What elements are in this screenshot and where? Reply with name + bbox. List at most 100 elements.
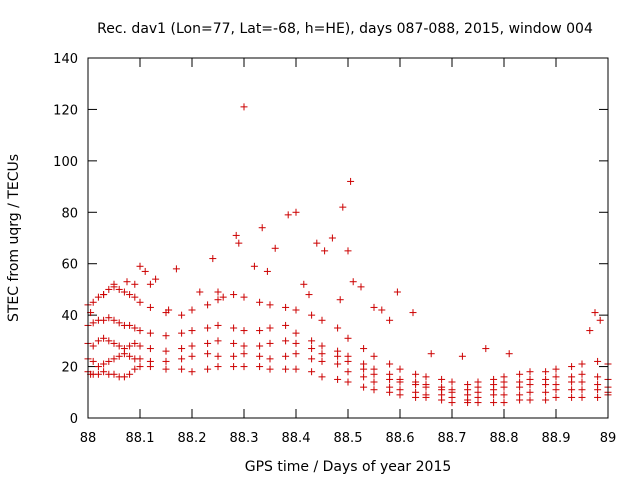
data-point — [516, 378, 524, 386]
data-point — [178, 329, 186, 337]
data-point — [131, 324, 139, 332]
data-point — [258, 224, 266, 232]
data-point — [474, 378, 482, 386]
data-point — [219, 293, 227, 301]
data-point — [308, 337, 316, 345]
data-point — [266, 365, 274, 373]
data-point — [126, 342, 134, 350]
data-point — [89, 342, 97, 350]
data-point — [209, 255, 217, 263]
data-point — [204, 365, 212, 373]
data-point — [542, 388, 550, 396]
data-point — [578, 378, 586, 386]
data-point — [141, 267, 149, 275]
data-point — [240, 103, 248, 111]
data-point — [188, 306, 196, 314]
data-point — [271, 244, 279, 252]
data-point — [578, 360, 586, 368]
data-point — [162, 357, 170, 365]
data-point — [386, 360, 394, 368]
data-point — [204, 339, 212, 347]
data-point — [105, 314, 113, 322]
data-point — [146, 345, 154, 353]
data-point — [214, 321, 222, 329]
data-point — [409, 309, 417, 317]
data-point — [146, 329, 154, 337]
data-point — [292, 339, 300, 347]
data-point — [464, 381, 472, 389]
y-tick-label: 140 — [53, 52, 78, 67]
data-point — [552, 373, 560, 381]
x-axis-label: GPS time / Days of year 2015 — [245, 459, 452, 475]
data-point — [578, 370, 586, 378]
data-point — [357, 283, 365, 291]
data-point — [308, 368, 316, 376]
data-point — [266, 301, 274, 309]
chart-title: Rec. dav1 (Lon=77, Lat=-68, h=HE), days … — [97, 21, 593, 37]
data-point — [126, 352, 134, 360]
data-point — [136, 327, 144, 335]
data-point — [230, 339, 238, 347]
data-point — [396, 365, 404, 373]
data-point — [596, 316, 604, 324]
data-point — [336, 296, 344, 304]
data-point — [266, 324, 274, 332]
data-point — [334, 347, 342, 355]
data-point — [328, 234, 336, 242]
data-point — [256, 342, 264, 350]
data-point — [334, 324, 342, 332]
data-point — [100, 334, 108, 342]
data-point — [526, 375, 534, 383]
x-axis-ticks: 88 88.1 88.2 88.3 88.4 88.5 88.6 88.7 88.8 88.9 89 — [80, 58, 616, 446]
data-point — [230, 324, 238, 332]
data-point — [347, 177, 355, 185]
data-point — [370, 378, 378, 386]
data-point — [308, 355, 316, 363]
data-point — [230, 291, 238, 299]
data-point — [500, 391, 508, 399]
data-point — [131, 365, 139, 373]
data-point — [427, 350, 435, 358]
data-point — [110, 280, 118, 288]
data-point — [542, 396, 550, 404]
data-point — [94, 293, 102, 301]
data-point — [422, 381, 430, 389]
data-point — [178, 345, 186, 353]
data-point — [568, 363, 576, 371]
data-point — [292, 306, 300, 314]
data-point — [344, 378, 352, 386]
data-point — [136, 342, 144, 350]
data-point — [516, 370, 524, 378]
data-point — [318, 350, 326, 358]
data-point — [396, 375, 404, 383]
x-tick-label: 88.9 — [542, 431, 571, 446]
data-point — [196, 288, 204, 296]
data-point — [490, 399, 498, 407]
data-point — [292, 365, 300, 373]
data-point — [256, 298, 264, 306]
data-point — [240, 342, 248, 350]
x-tick-label: 88.7 — [438, 431, 467, 446]
data-point — [105, 285, 113, 293]
data-point — [591, 309, 599, 317]
data-point — [172, 265, 180, 273]
data-point — [110, 316, 118, 324]
data-point — [344, 334, 352, 342]
data-point — [344, 368, 352, 376]
data-point — [126, 370, 134, 378]
data-point — [318, 316, 326, 324]
data-point — [396, 386, 404, 394]
data-point — [178, 311, 186, 319]
data-point — [230, 352, 238, 360]
data-point — [240, 350, 248, 358]
data-point — [162, 347, 170, 355]
data-point — [282, 365, 290, 373]
data-point — [318, 373, 326, 381]
data-point — [370, 303, 378, 311]
data-point — [568, 386, 576, 394]
data-point — [282, 352, 290, 360]
data-point — [146, 303, 154, 311]
data-point — [308, 311, 316, 319]
data-point — [292, 350, 300, 358]
data-point — [360, 345, 368, 353]
